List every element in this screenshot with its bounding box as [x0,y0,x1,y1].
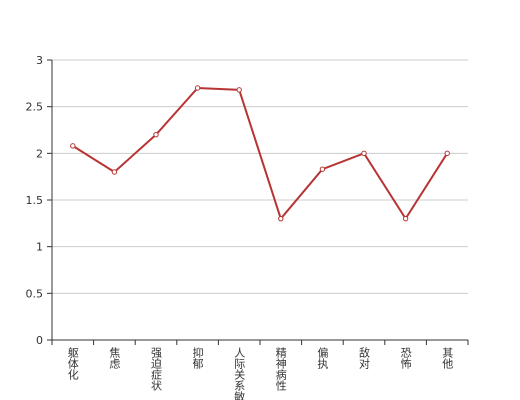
x-tick-label: 敌对 [358,346,371,369]
point [194,85,201,91]
y-tick-label: 0 [36,334,43,347]
point [70,143,76,149]
x-tick-label: 偏执 [316,346,329,370]
x-tick-label: 精神病性 [274,347,287,392]
x-tick-label: 人际关系敏感 [233,347,246,400]
point [111,169,118,175]
point [444,150,450,157]
point [402,215,409,222]
x-tick-label: 躯体化 [66,347,79,381]
series-line [72,86,449,221]
y-tick-label: 1.5 [26,194,44,207]
point [278,215,284,222]
y-tick-label: 3 [36,54,43,67]
x-tick-label: 抑郁 [191,346,204,369]
point [153,131,159,138]
y-tick-label: 2 [36,147,43,160]
y-tick-label: 2.5 [26,101,44,114]
x-tick-label: 恐怖 [399,347,412,369]
y-tick-label: 1 [36,241,43,254]
point [236,87,242,93]
x-tick-label: 其他 [441,347,454,369]
x-tick-label: 强迫症状 [150,347,163,391]
x-tick-label: 焦虑 [108,347,121,369]
point [361,150,367,157]
y-tick-label: 0.5 [26,287,44,300]
point [319,166,326,172]
